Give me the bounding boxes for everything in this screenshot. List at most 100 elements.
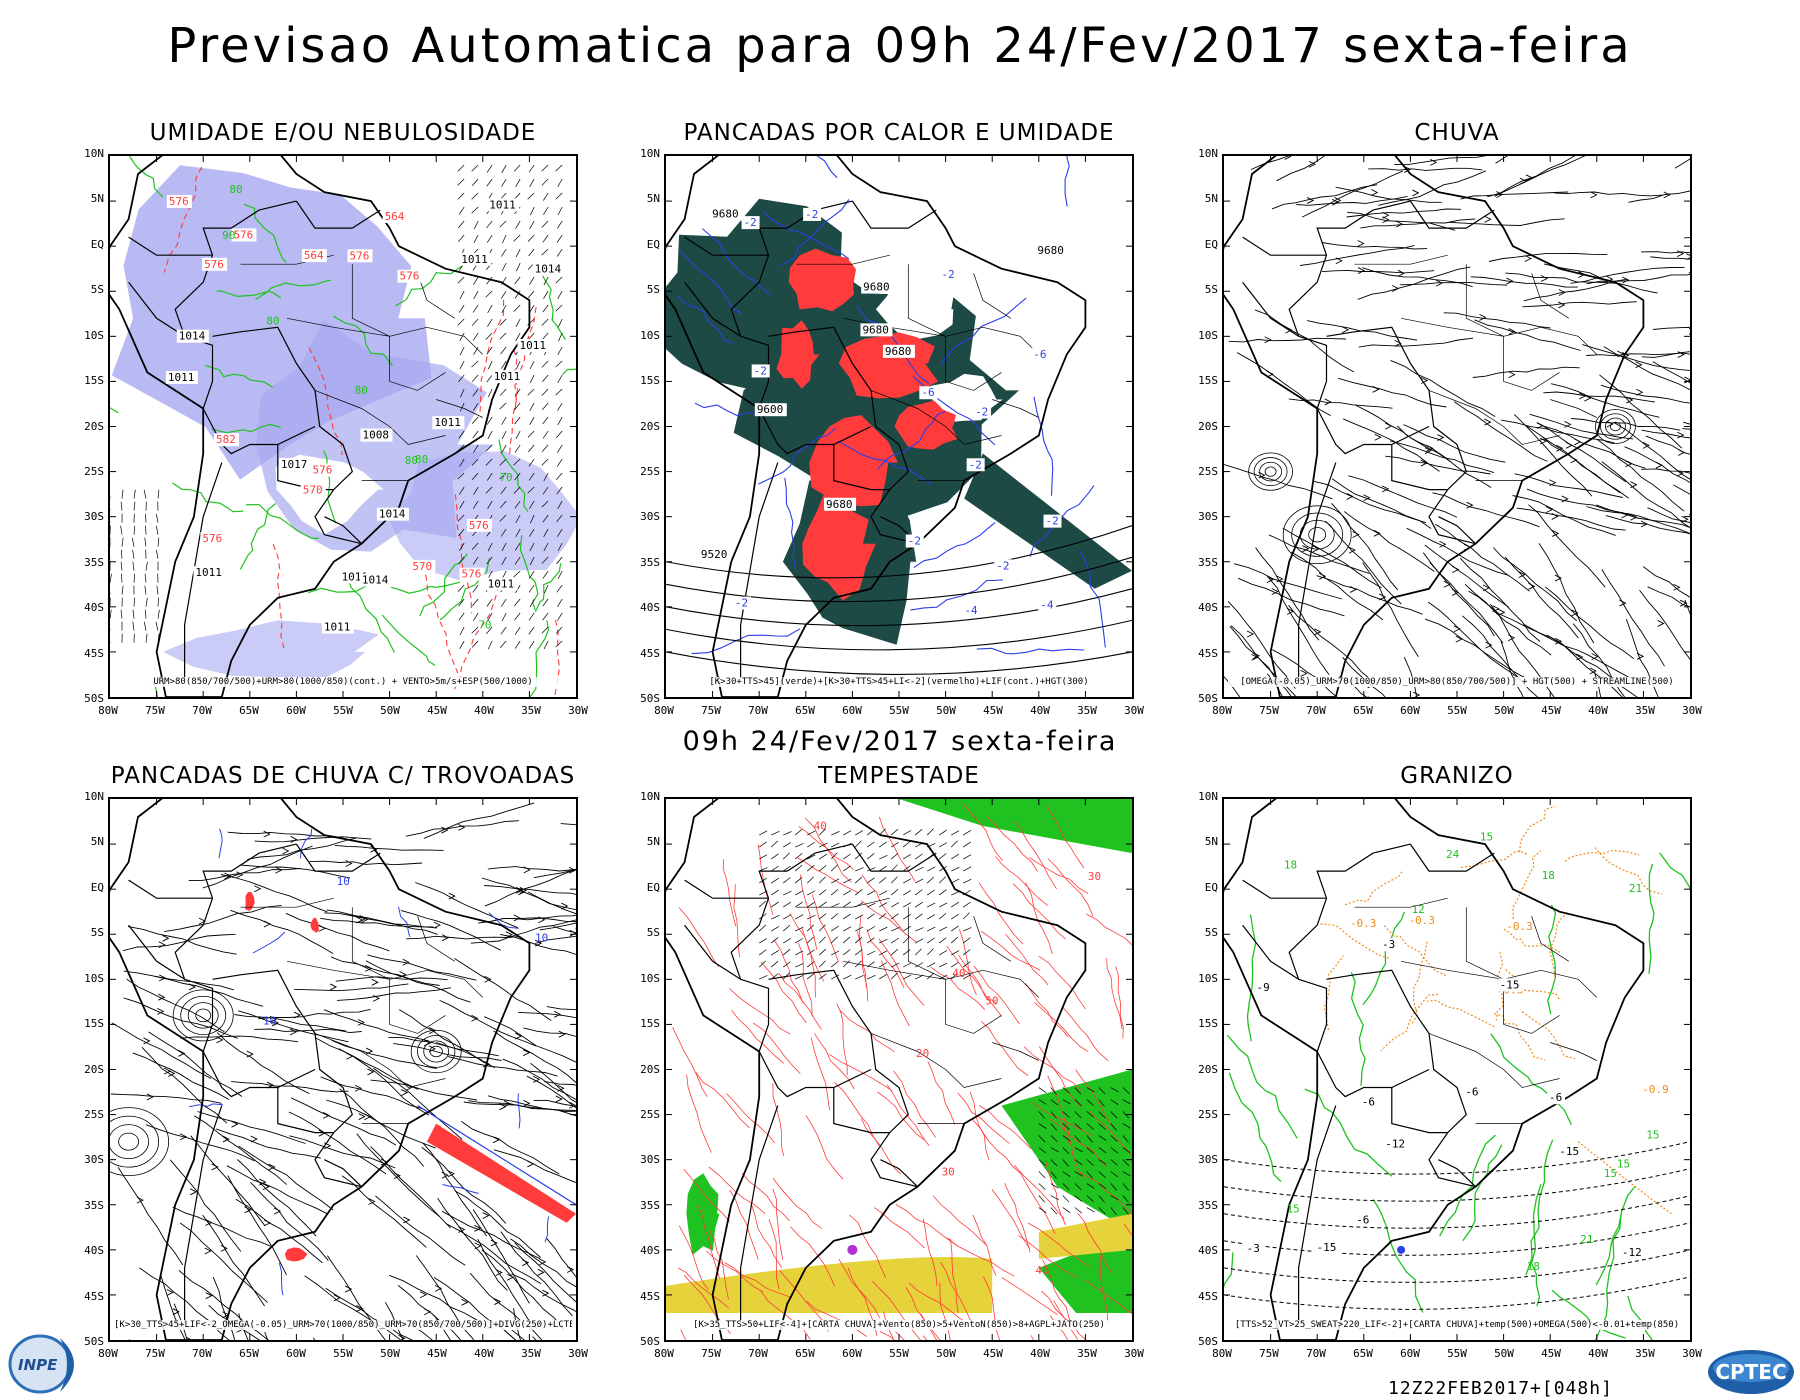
country-border	[758, 408, 872, 455]
y-tick-label: 5N	[1204, 835, 1218, 849]
state-border	[1354, 254, 1448, 265]
wind-arrow	[1074, 1123, 1082, 1130]
omega-contour	[1344, 870, 1403, 906]
streamline	[1513, 414, 1593, 497]
wind-arrow	[556, 248, 563, 257]
stream-arrow	[166, 1289, 174, 1296]
label-box	[1619, 1245, 1645, 1259]
stream-arrow	[1558, 301, 1566, 309]
wind-arrow	[499, 332, 507, 340]
thickness-contour	[479, 299, 505, 414]
wind-arrow	[557, 402, 563, 411]
wind-arrow	[501, 360, 507, 369]
vento-streamline	[1099, 1253, 1108, 1324]
x-tick-label: 60W	[1400, 704, 1420, 717]
wind-arrow	[1086, 1171, 1093, 1179]
wind-arrow	[962, 949, 971, 956]
y-tick-label: 5N	[1204, 192, 1218, 206]
streamline	[1342, 657, 1386, 697]
wind-vectors	[457, 164, 563, 650]
stream-arrow	[1385, 422, 1393, 430]
wind-arrow	[878, 912, 887, 920]
label-box	[754, 403, 787, 417]
wind-arrow	[486, 416, 493, 425]
temp850-contour	[1659, 852, 1690, 892]
streamline	[169, 1159, 242, 1252]
streamline	[202, 845, 313, 889]
wind-arrow	[528, 248, 535, 257]
wind-arrow	[867, 867, 876, 872]
vento-streamline	[672, 1027, 708, 1097]
streamline	[197, 1111, 306, 1144]
streamline	[526, 1075, 576, 1109]
lif-contour	[1033, 396, 1054, 496]
label-box	[861, 280, 894, 294]
wind-arrow	[830, 936, 838, 944]
y-tick-label: 15S	[1198, 1017, 1218, 1031]
wind-arrow	[867, 926, 876, 932]
label-box	[347, 249, 373, 263]
vento-streamline	[861, 874, 903, 931]
wind-arrow	[867, 950, 876, 956]
vento-streamline	[834, 1082, 880, 1147]
x-tick-label: 50W	[936, 704, 956, 717]
streamline	[1378, 170, 1487, 206]
x-tick-label: 70W	[1306, 1347, 1326, 1360]
wind-arrow	[1122, 1087, 1130, 1094]
streamline	[1526, 488, 1634, 516]
wind-arrow	[528, 640, 535, 649]
streamline	[534, 935, 576, 944]
state-border	[992, 399, 1039, 418]
streamline	[1652, 361, 1690, 384]
wind-arrow	[471, 206, 479, 214]
label-box	[1035, 243, 1068, 257]
label-box	[382, 210, 408, 224]
stream-arrow	[157, 1007, 165, 1015]
stream-arrow	[1484, 418, 1492, 426]
divg-contour	[398, 906, 411, 938]
wind-arrow	[854, 949, 863, 956]
wind-arrow	[926, 948, 934, 956]
wind-arrow	[770, 960, 779, 968]
stream-arrow	[1498, 608, 1506, 616]
contour-label: 1014	[362, 573, 389, 586]
streamline	[539, 922, 576, 931]
stream-arrow	[1484, 215, 1492, 223]
y-tick-label: 5N	[646, 835, 660, 849]
wind-arrow	[143, 489, 147, 499]
wind-arrow	[926, 828, 934, 836]
wind-arrow	[500, 598, 507, 607]
wind-arrow	[807, 901, 815, 908]
x-tick-label: 75W	[701, 704, 721, 717]
temp850-contour	[1304, 1088, 1393, 1177]
wind-arrow	[529, 220, 535, 229]
stream-arrow	[402, 958, 410, 966]
vento-streamline	[1075, 1069, 1113, 1128]
storm-cell	[310, 917, 319, 933]
x-tick-label: 50W	[936, 1347, 956, 1360]
wind-arrow	[541, 500, 549, 508]
state-border	[436, 399, 483, 418]
contour-label: 576	[204, 258, 224, 271]
streamline	[1389, 440, 1495, 474]
stream-arrow	[1677, 431, 1685, 439]
wind-arrow	[120, 609, 123, 619]
label-box	[397, 269, 423, 283]
humidity-contour	[542, 275, 566, 340]
label-box	[1359, 1095, 1378, 1109]
wind-arrow	[818, 889, 827, 896]
streamline	[1331, 502, 1399, 591]
wind-arrow	[1086, 1147, 1094, 1154]
x-tick-label: 45W	[983, 704, 1003, 717]
contour-label: 9680	[712, 208, 739, 221]
wind-arrow	[501, 304, 507, 314]
omega-contour	[1411, 940, 1428, 1024]
wind-arrow	[1050, 1171, 1057, 1179]
wind-arrow	[842, 936, 851, 944]
label-box	[966, 458, 985, 472]
wind-arrow	[914, 913, 923, 920]
wind-arrow	[1050, 1147, 1059, 1153]
wind-arrow	[556, 458, 563, 467]
vento-streamline	[811, 894, 839, 962]
streamline	[226, 1165, 328, 1215]
